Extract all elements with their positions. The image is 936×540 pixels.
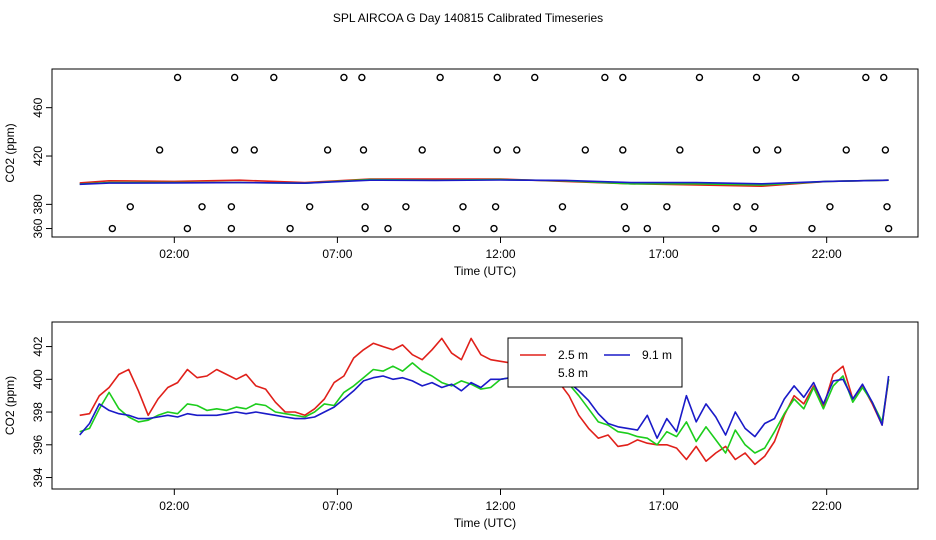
legend: 2.5 m 9.1 m 5.8 m	[507, 337, 683, 388]
reference-marker	[305, 203, 314, 211]
reference-marker	[173, 73, 182, 82]
y-tick-label: 398	[31, 402, 45, 422]
reference-marker	[183, 224, 192, 233]
figure-title: SPL AIRCOA G Day 140815 Calibrated Times…	[333, 11, 603, 25]
y-tick-label: 402	[31, 336, 45, 356]
series-line-2-5-m	[79, 178, 889, 187]
series-line-9-1-m	[79, 179, 889, 186]
x-tick-label: 17:00	[649, 247, 679, 261]
y-axis-label: CO2 (ppm)	[3, 123, 17, 182]
reference-marker	[227, 203, 236, 211]
plot-frame	[51, 321, 919, 490]
reference-marker	[459, 203, 467, 211]
reference-marker	[620, 203, 629, 211]
reference-marker	[491, 203, 500, 211]
reference-marker	[581, 146, 589, 154]
x-tick-label: 02:00	[159, 247, 189, 261]
reference-marker	[340, 73, 348, 82]
reference-marker	[791, 73, 800, 82]
reference-marker	[883, 203, 891, 211]
reference-marker	[752, 73, 761, 82]
reference-marker	[384, 224, 392, 233]
reference-marker	[808, 224, 816, 233]
reference-marker	[286, 224, 294, 233]
x-axis-label: Time (UTC)	[454, 516, 516, 530]
reference-marker	[359, 146, 368, 154]
reference-marker	[601, 73, 609, 82]
reference-marker	[558, 203, 567, 211]
reference-marker	[418, 146, 426, 154]
reference-marker	[436, 73, 444, 82]
reference-marker	[155, 146, 164, 154]
y-axis-label: CO2 (ppm)	[3, 376, 17, 435]
x-tick-label: 12:00	[485, 247, 515, 261]
reference-marker	[862, 73, 870, 82]
reference-marker	[250, 146, 258, 154]
reference-marker	[884, 224, 893, 233]
reference-marker	[126, 203, 134, 211]
reference-marker	[361, 203, 369, 211]
x-tick-label: 22:00	[812, 247, 842, 261]
reference-marker	[676, 146, 684, 154]
legend-label: 2.5 m	[558, 348, 588, 362]
reference-marker	[712, 224, 720, 233]
reference-marker	[493, 73, 501, 82]
reference-marker	[826, 203, 834, 211]
legend-label: 5.8 m	[558, 366, 588, 380]
reference-marker	[749, 224, 757, 233]
reference-marker	[548, 224, 557, 233]
top-panel: 02:00 07:00 12:00 17:00 22:00 Time (UTC) 360 38…	[3, 68, 919, 278]
reference-marker	[622, 224, 630, 233]
y-tick-label: 420	[31, 146, 45, 166]
reference-marker	[643, 224, 651, 233]
x-tick-label: 07:00	[322, 499, 352, 513]
y-tick-label: 394	[31, 467, 45, 487]
legend-label: 9.1 m	[642, 348, 672, 362]
reference-marker	[663, 203, 671, 211]
y-tick-label: 396	[31, 434, 45, 454]
series-line-2-5-m	[79, 337, 890, 466]
y-tick-label: 400	[31, 369, 45, 389]
reference-marker	[452, 224, 461, 233]
reference-marker	[198, 203, 206, 211]
series-line-5-8-m	[79, 362, 890, 454]
reference-marker	[493, 146, 501, 154]
reference-marker	[842, 146, 850, 154]
reference-marker	[108, 224, 117, 233]
reference-marker	[358, 73, 366, 82]
reference-marker	[752, 146, 761, 154]
x-tick-label: 22:00	[812, 499, 842, 513]
x-tick-label: 07:00	[322, 247, 352, 261]
reference-marker	[733, 203, 741, 211]
reference-marker	[361, 224, 369, 233]
y-tick-label: 360	[31, 218, 45, 238]
x-tick-label: 17:00	[649, 499, 679, 513]
y-tick-label: 380	[31, 194, 45, 214]
reference-marker	[513, 146, 521, 154]
bottom-panel: 02:00 07:00 12:00 17:00 22:00 Time (UTC) 394 39…	[3, 321, 919, 530]
reference-marker	[619, 73, 627, 82]
x-tick-label: 02:00	[159, 499, 189, 513]
x-tick-label: 12:00	[485, 499, 515, 513]
series-line-9-1-m	[79, 375, 890, 440]
reference-marker	[881, 146, 890, 154]
reference-marker	[531, 73, 539, 82]
x-axis-label: Time (UTC)	[454, 264, 516, 278]
reference-marker	[230, 73, 239, 82]
reference-marker	[774, 146, 782, 154]
reference-marker	[751, 203, 759, 211]
reference-marker	[490, 224, 498, 233]
reference-marker	[323, 146, 332, 154]
reference-marker	[230, 146, 239, 154]
reference-marker	[619, 146, 627, 154]
reference-marker	[227, 224, 236, 233]
reference-marker	[270, 73, 278, 82]
reference-marker	[695, 73, 704, 82]
plot-frame	[51, 68, 919, 238]
legend-box	[507, 337, 683, 388]
reference-marker	[402, 203, 410, 211]
y-tick-label: 460	[31, 97, 45, 117]
reference-marker	[880, 73, 888, 82]
